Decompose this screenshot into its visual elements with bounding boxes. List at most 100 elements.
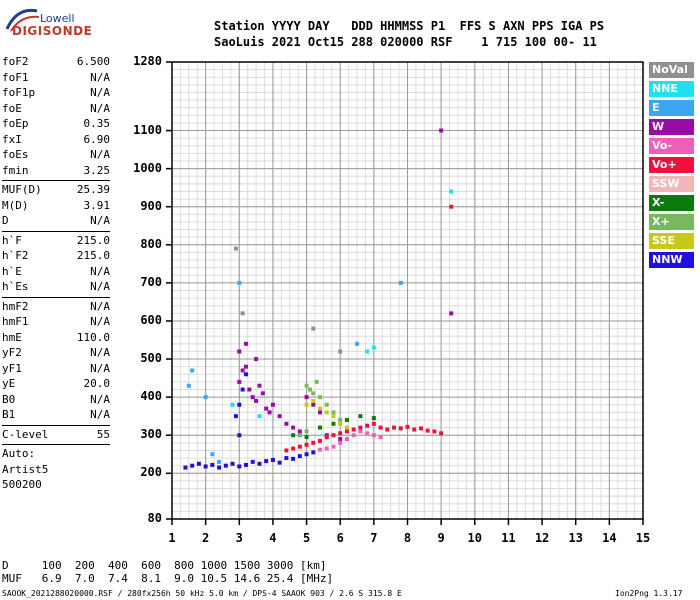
data-point-w — [291, 425, 296, 430]
parameter-value: N/A — [90, 264, 110, 278]
parameter-value: N/A — [90, 280, 110, 293]
parameter-label: MUF(D) — [2, 183, 42, 196]
parameter-row: MUF(D) 25.39 — [2, 182, 110, 198]
data-point-nnw — [217, 465, 222, 470]
data-point-w — [304, 395, 309, 400]
data-point-x- — [311, 391, 316, 396]
x-tick-label: 14 — [602, 531, 617, 545]
data-point-sse — [338, 421, 343, 426]
data-point-nnw — [237, 402, 242, 407]
data-point-nnw — [297, 454, 302, 459]
data-point-w — [270, 402, 275, 407]
parameter-value: N/A — [90, 408, 110, 421]
parameter-label: foF2 — [2, 55, 29, 68]
data-point-nnw — [304, 452, 309, 457]
data-point-nnw — [250, 459, 255, 464]
legend-item-ssw: SSW — [649, 176, 694, 192]
parameter-value: 6.90 — [83, 132, 111, 146]
data-point-sse — [318, 406, 323, 411]
data-point-nne — [449, 189, 454, 194]
parameter-row: h`F2 215.0 — [2, 248, 110, 264]
parameter-value: 0.35 — [83, 117, 111, 130]
data-point-vo- — [331, 444, 336, 449]
parameter-label: foF1p — [2, 86, 36, 99]
parameter-label: B1 — [2, 408, 16, 421]
parameter-value: 3.91 — [83, 198, 111, 212]
data-point-vo- — [318, 447, 323, 452]
footer-version: Ion2Png 1.3.17 — [615, 589, 683, 598]
legend-item-noval: NoVal — [649, 62, 694, 78]
x-tick-label: 11 — [501, 531, 516, 545]
data-point-nnw — [264, 459, 269, 464]
data-point-w — [264, 406, 269, 411]
data-point-x- — [338, 417, 343, 422]
parameter-label: h`Es — [2, 280, 29, 293]
data-point-nne — [257, 414, 262, 419]
data-point-vo- — [338, 440, 343, 445]
parameter-label: yF1 — [2, 361, 22, 375]
x-tick-label: 13 — [568, 531, 583, 545]
parameter-value: 215.0 — [76, 249, 110, 262]
data-point-vo- — [412, 427, 417, 432]
distance-row: D 100 200 400 600 800 1000 1500 3000 [km… — [2, 559, 327, 572]
y-tick-label: 1280 — [133, 54, 162, 68]
logo-digisonde: DIGISONDE — [12, 24, 93, 38]
parameter-label: h`F — [2, 233, 22, 247]
data-point-vo- — [344, 429, 349, 434]
data-point-sse — [311, 398, 316, 403]
parameter-value: 25.39 — [76, 183, 110, 196]
x-tick-label: 15 — [635, 531, 651, 545]
x-tick-label: 3 — [235, 531, 243, 545]
data-point-vo- — [418, 426, 423, 431]
y-tick-label: 200 — [140, 465, 162, 480]
parameter-label: fmin — [2, 163, 29, 177]
data-point-e — [398, 280, 403, 285]
parameter-row: foF1 N/A — [2, 70, 110, 86]
parameter-label: M(D) — [2, 198, 29, 212]
parameter-row: yE 20.0 — [2, 376, 110, 392]
x-tick-label: 8 — [403, 531, 412, 545]
y-tick-label: 80 — [147, 511, 162, 525]
parameter-value: N/A — [90, 299, 110, 313]
data-point-x- — [304, 383, 309, 388]
parameter-label: hmF1 — [2, 315, 29, 328]
parameter-row: yF2 N/A — [2, 345, 110, 361]
parameter-value: N/A — [90, 70, 110, 84]
data-point-w — [284, 421, 289, 426]
parameter-label: B0 — [2, 392, 16, 406]
data-point-vo- — [439, 431, 444, 436]
parameter-value: N/A — [90, 86, 110, 99]
parameter-label: foEp — [2, 117, 29, 130]
data-point-nnw — [190, 463, 195, 468]
data-point-nnw — [210, 462, 215, 467]
data-point-x- — [318, 395, 323, 400]
data-point-x- — [304, 435, 309, 440]
data-point-w — [257, 383, 262, 388]
parameter-value: N/A — [90, 148, 110, 161]
data-point-vo- — [425, 428, 430, 433]
parameter-value: N/A — [90, 392, 110, 406]
polarization-legend: NoVal NNE E W Vo- Vo+ SSW X- X+ SSE NNW — [649, 62, 694, 271]
data-point-w — [254, 357, 259, 362]
parameter-label: foF1 — [2, 70, 29, 84]
parameter-label: fxI — [2, 132, 22, 146]
data-point-w — [247, 387, 252, 392]
data-point-w — [237, 379, 242, 384]
parameter-label: h`F2 — [2, 249, 29, 262]
parameter-label: D — [2, 214, 9, 227]
data-point-vo- — [432, 429, 437, 434]
data-point-nnw — [257, 461, 262, 466]
y-tick-label: 500 — [140, 351, 162, 366]
legend-item-x: X- — [649, 195, 694, 211]
parameter-separator — [2, 424, 110, 426]
parameter-row: fmin 3.25 — [2, 163, 110, 179]
parameter-label: yE — [2, 377, 16, 390]
lowell-swoosh-icon — [5, 8, 40, 32]
data-point-nnw — [270, 457, 275, 462]
parameter-separator — [2, 180, 110, 181]
parameter-label: hmF2 — [2, 299, 29, 313]
parameter-row: h`Es N/A — [2, 279, 110, 295]
data-point-w — [267, 410, 272, 415]
data-point-nnw — [196, 461, 201, 466]
data-point-noval — [233, 246, 238, 251]
